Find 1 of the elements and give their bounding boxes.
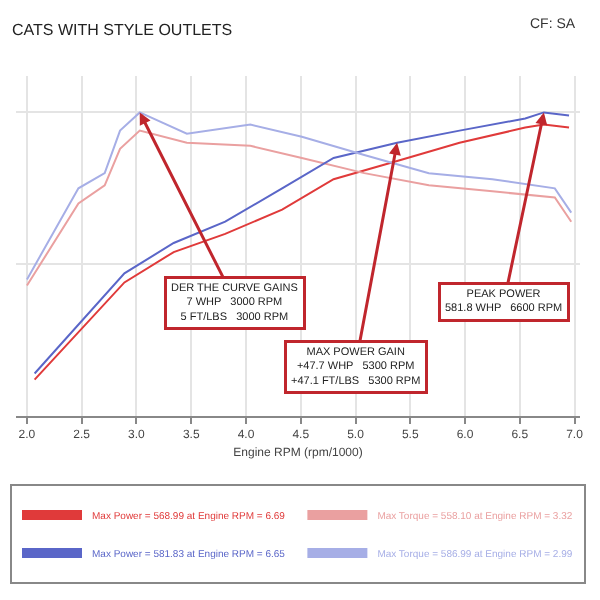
chart-title: CATS WITH STYLE OUTLETS — [12, 21, 233, 40]
